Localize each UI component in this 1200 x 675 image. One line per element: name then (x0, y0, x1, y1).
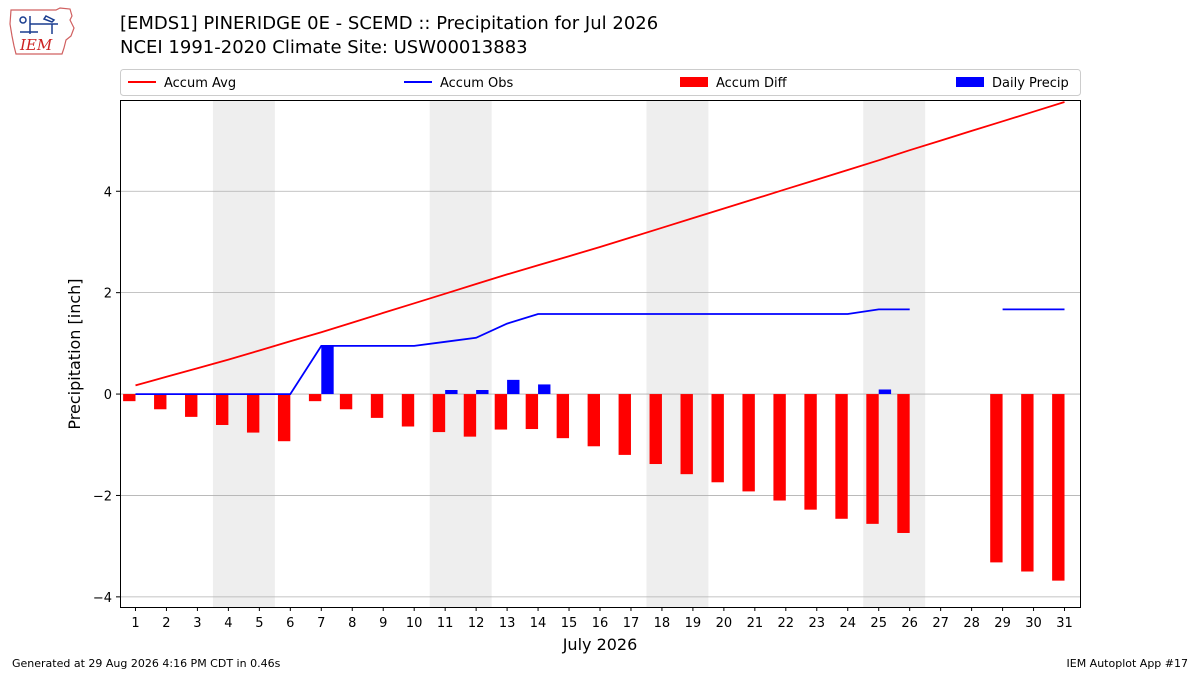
x-tick-label: 21 (747, 616, 764, 631)
legend-box (120, 69, 1081, 96)
accum-diff-bar (185, 394, 198, 417)
accum-diff-bar (649, 394, 662, 465)
x-tick-label: 17 (623, 616, 640, 631)
daily-precip-bar (445, 390, 458, 395)
accum-diff-bar (897, 394, 910, 533)
x-tick-label: 24 (839, 616, 856, 631)
accum-diff-bar (866, 394, 879, 524)
generated-timestamp: Generated at 29 Aug 2026 4:16 PM CDT in … (12, 657, 281, 670)
accum-diff-bar (123, 394, 136, 402)
x-tick-label: 13 (499, 616, 516, 631)
accum-diff-bar (804, 394, 817, 510)
accum-diff-bar (494, 394, 508, 430)
x-tick-label: 9 (379, 616, 387, 631)
x-axis-label: July 2026 (562, 635, 638, 654)
accum-avg-line (135, 101, 1065, 387)
x-tick-label: 19 (685, 616, 702, 631)
y-tick-label: −4 (93, 591, 112, 606)
x-tick-label: 14 (530, 616, 547, 631)
accum-diff-bar (618, 394, 631, 455)
x-tick-label: 12 (468, 616, 485, 631)
daily-precip-bar (476, 390, 489, 395)
svg-text:IEM: IEM (19, 36, 53, 54)
accum-diff-bar (277, 394, 291, 442)
accum-diff-bar (773, 394, 786, 501)
y-tick-label: 4 (104, 185, 112, 200)
daily-precip-bar (321, 345, 334, 395)
x-tick-label: 5 (255, 616, 263, 631)
x-tick-label: 2 (162, 616, 170, 631)
y-tick-label: 2 (104, 287, 112, 302)
accum-diff-bar (370, 394, 384, 418)
accum-diff-bar (308, 394, 322, 402)
x-tick-label: 16 (592, 616, 609, 631)
weekend-shade (212, 100, 275, 607)
x-tick-label: 6 (286, 616, 294, 631)
weekend-shade (429, 100, 492, 607)
accum-diff-bar (432, 394, 446, 433)
x-tick-label: 28 (963, 616, 980, 631)
accum-diff-bar (401, 394, 415, 427)
chart-subtitle: NCEI 1991-2020 Climate Site: USW00013883 (120, 37, 528, 58)
legend-label: Accum Diff (716, 76, 788, 91)
chart-title: [EMDS1] PINERIDGE 0E - SCEMD :: Precipit… (120, 13, 659, 34)
daily-precip-bar (878, 389, 892, 395)
x-tick-label: 27 (932, 616, 949, 631)
legend-label: Daily Precip (992, 76, 1069, 91)
x-tick-label: 26 (901, 616, 918, 631)
accum-diff-bar (154, 394, 167, 410)
app-label: IEM Autoplot App #17 (1066, 657, 1189, 670)
accum-diff-bar (711, 394, 724, 483)
iem-logo: IEM (9, 7, 75, 55)
accum-diff-bar (1052, 394, 1065, 581)
legend-swatch (956, 77, 984, 87)
x-tick-label: 30 (1025, 616, 1042, 631)
x-tick-label: 4 (224, 616, 232, 631)
x-tick-label: 29 (994, 616, 1011, 631)
accum-diff-bar (835, 394, 848, 519)
x-tick-label: 20 (716, 616, 733, 631)
x-tick-label: 7 (317, 616, 325, 631)
legend-label: Accum Avg (164, 76, 236, 91)
accum-diff-bar (990, 394, 1003, 563)
legend-label: Accum Obs (440, 76, 513, 91)
accum-obs-line (135, 308, 910, 396)
x-tick-label: 18 (654, 616, 671, 631)
accum-diff-bar (246, 394, 260, 433)
daily-precip-bar (538, 384, 551, 395)
accum-diff-bar (680, 394, 693, 475)
weekend-shade (646, 100, 709, 607)
x-tick-label: 31 (1056, 616, 1073, 631)
daily-precip-bar (507, 379, 520, 395)
accum-diff-bar (525, 394, 539, 430)
x-tick-label: 1 (131, 616, 139, 631)
accum-diff-bar (556, 394, 570, 439)
x-tick-label: 25 (870, 616, 887, 631)
accum-diff-bar (742, 394, 755, 492)
y-axis-label: Precipitation [inch] (65, 278, 84, 429)
x-tick-label: 3 (193, 616, 201, 631)
x-tick-label: 23 (809, 616, 826, 631)
accum-diff-bar (587, 394, 600, 447)
accum-diff-bar (463, 394, 477, 437)
x-tick-label: 10 (406, 616, 423, 631)
y-tick-label: −2 (93, 489, 112, 504)
x-tick-label: 8 (348, 616, 356, 631)
accum-diff-bar (216, 394, 229, 425)
accum-diff-bar (339, 394, 353, 410)
accum-diff-bar (1021, 394, 1034, 572)
x-tick-label: 15 (561, 616, 578, 631)
legend-swatch (680, 77, 708, 87)
x-tick-label: 11 (437, 616, 454, 631)
y-tick-label: 0 (104, 388, 112, 403)
x-tick-label: 22 (778, 616, 795, 631)
weekend-shade (863, 100, 926, 607)
